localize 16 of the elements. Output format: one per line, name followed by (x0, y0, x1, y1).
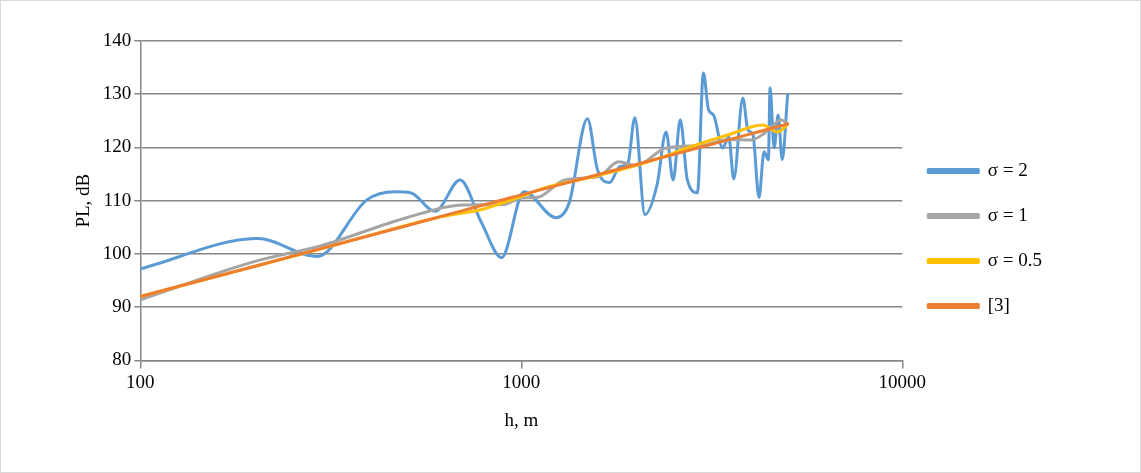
x-tick-label: 1000 (502, 370, 541, 392)
y-tick-label: 90 (112, 295, 132, 317)
legend-label: σ = 1 (987, 203, 1028, 225)
y-tick-label: 100 (102, 241, 132, 263)
x-tick-label: 10000 (878, 370, 927, 392)
x-axis-title: h, m (504, 408, 539, 430)
legend-label: σ = 0.5 (987, 248, 1043, 270)
x-tick-label: 100 (126, 370, 155, 392)
legend-label: σ = 2 (987, 158, 1028, 180)
y-tick-label: 110 (103, 188, 132, 210)
y-tick-label: 140 (102, 28, 132, 50)
y-tick-label: 80 (112, 348, 132, 370)
y-tick-label: 120 (102, 135, 132, 157)
y-tick-label: 130 (102, 82, 132, 104)
y-axis-title: PL, dB (72, 173, 94, 228)
legend-label: [3] (987, 293, 1010, 315)
